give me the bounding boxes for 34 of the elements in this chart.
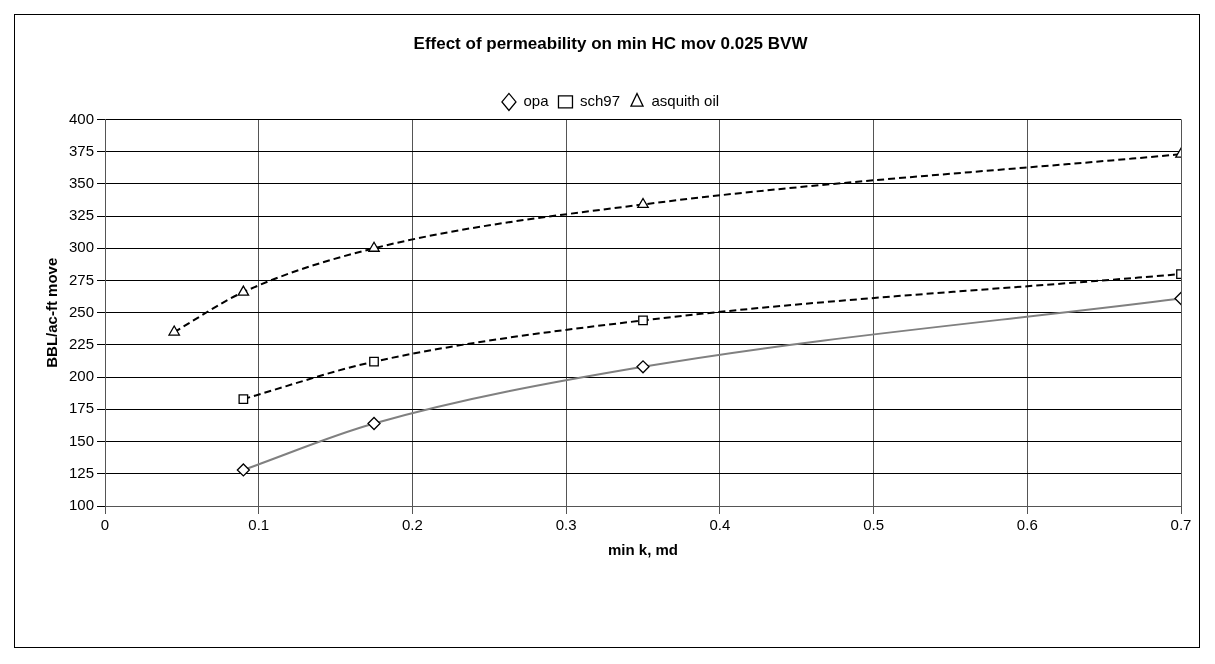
y-tick-label: 400 — [69, 109, 95, 127]
legend-label: opa — [523, 92, 550, 110]
y-tick-label: 125 — [69, 463, 95, 481]
chart-title: Effect of permeability on min HC mov 0.025 BVW — [413, 33, 809, 53]
x-tick-label: 0.1 — [248, 516, 270, 534]
x-tick-label: 0.4 — [709, 516, 731, 534]
point — [638, 315, 648, 326]
y-tick-label: 350 — [69, 173, 95, 191]
point — [368, 241, 380, 252]
legend-label: sch97 — [579, 92, 621, 110]
y-tick-label: 150 — [69, 431, 95, 449]
x-tick-label: 0.2 — [402, 516, 423, 534]
point — [238, 394, 249, 404]
y-tick-label: 275 — [69, 270, 95, 288]
point — [369, 356, 379, 367]
x-tick-label: 0.7 — [1170, 516, 1192, 534]
y-tick-label: 325 — [69, 206, 95, 224]
point — [168, 325, 181, 336]
legend-label: asquith oil — [651, 92, 720, 110]
y-tick-label: 300 — [69, 238, 95, 256]
x-tick-label: 0.5 — [863, 516, 885, 534]
x-tick-label: 0 — [100, 516, 110, 534]
y-tick-label: 175 — [69, 399, 95, 417]
y-tick-label: 375 — [69, 141, 95, 159]
point — [237, 285, 250, 296]
y-tick-label: 100 — [69, 496, 95, 514]
x-tick-label: 0.3 — [555, 516, 577, 534]
x-tick-label: 0.6 — [1016, 516, 1038, 534]
y-tick-label: 200 — [69, 367, 95, 385]
y-axis-title: BBL/ac-ft move — [43, 257, 61, 368]
point — [637, 197, 649, 209]
x-axis-title: min k, md — [608, 541, 679, 559]
y-tick-label: 225 — [69, 335, 95, 353]
y-tick-label: 250 — [69, 302, 95, 320]
